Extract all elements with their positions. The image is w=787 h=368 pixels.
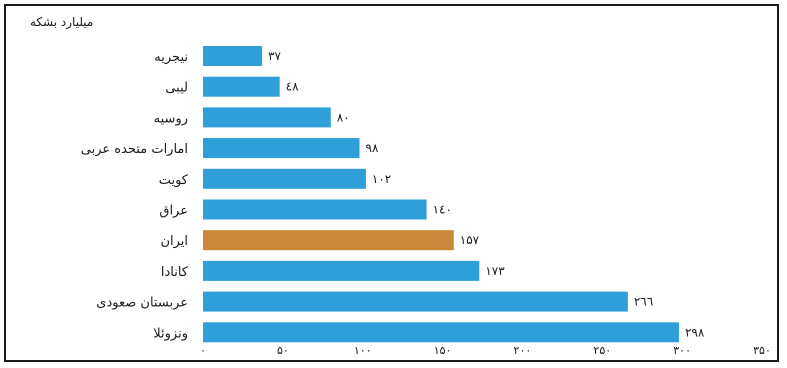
- value-label: ۲٦٦: [634, 295, 653, 309]
- value-label: ۱٤۰: [433, 203, 452, 217]
- bar: [203, 46, 263, 66]
- value-label: ۱۰۲: [372, 172, 391, 186]
- bar: [203, 76, 280, 97]
- x-tick-label: ۳۰۰: [673, 344, 691, 357]
- bar: [203, 230, 454, 251]
- x-tick-label: ۱۰۰: [354, 344, 372, 357]
- category-label: عراق: [159, 204, 188, 219]
- bar: [203, 168, 366, 189]
- bar: [203, 291, 628, 312]
- category-label: امارات متحده عربی: [81, 142, 188, 157]
- x-tick-label: ۰: [200, 344, 206, 357]
- bar: [203, 260, 480, 281]
- category-label: روسیه: [154, 111, 188, 126]
- value-label: ٩٨: [366, 141, 379, 155]
- x-tick-label: ۲۰۰: [514, 344, 532, 357]
- category-label: عربستان صعودی: [96, 296, 188, 311]
- value-label: ۲۹۸: [685, 325, 705, 339]
- category-labels-group: نیجریه لیبی روسیه امارات متحده عربی کویت عراق…: [81, 50, 189, 341]
- x-tick-label: ۳۵۰: [753, 344, 771, 357]
- category-label: ایران: [160, 234, 188, 249]
- bar: [203, 199, 427, 220]
- category-label: ونزوئلا: [153, 326, 188, 341]
- value-label: ۱۵۷: [460, 233, 480, 247]
- category-label: نیجریه: [154, 50, 188, 65]
- category-label: کویت: [159, 173, 189, 188]
- bar: [203, 322, 679, 343]
- x-tick-label: ۱۵۰: [434, 344, 452, 357]
- bars-group: [203, 46, 679, 343]
- unit-label: میلیارد بشکه: [30, 15, 93, 30]
- value-label: ٤٨: [286, 80, 299, 94]
- x-tick-labels-group: ۰ ۵۰ ۱۰۰ ۱۵۰ ۲۰۰ ۲۵۰ ۳۰۰ ۳۵۰: [200, 344, 771, 357]
- value-label: ٨٠: [337, 110, 350, 124]
- x-tick-label: ۵۰: [277, 344, 289, 357]
- bar: [203, 107, 331, 128]
- category-label: کانادا: [161, 265, 189, 280]
- value-label: ۳۷: [268, 49, 281, 63]
- category-label: لیبی: [165, 81, 188, 96]
- bar: [203, 138, 360, 159]
- value-label: ۱۷۳: [485, 264, 505, 278]
- x-tick-label: ۲۵۰: [593, 344, 611, 357]
- value-labels-group: ۳۷ ٤٨ ٨٠ ٩٨ ۱۰۲ ۱٤۰ ۱۵۷ ۱۷۳ ۲٦٦ ۲۹۸: [268, 49, 705, 339]
